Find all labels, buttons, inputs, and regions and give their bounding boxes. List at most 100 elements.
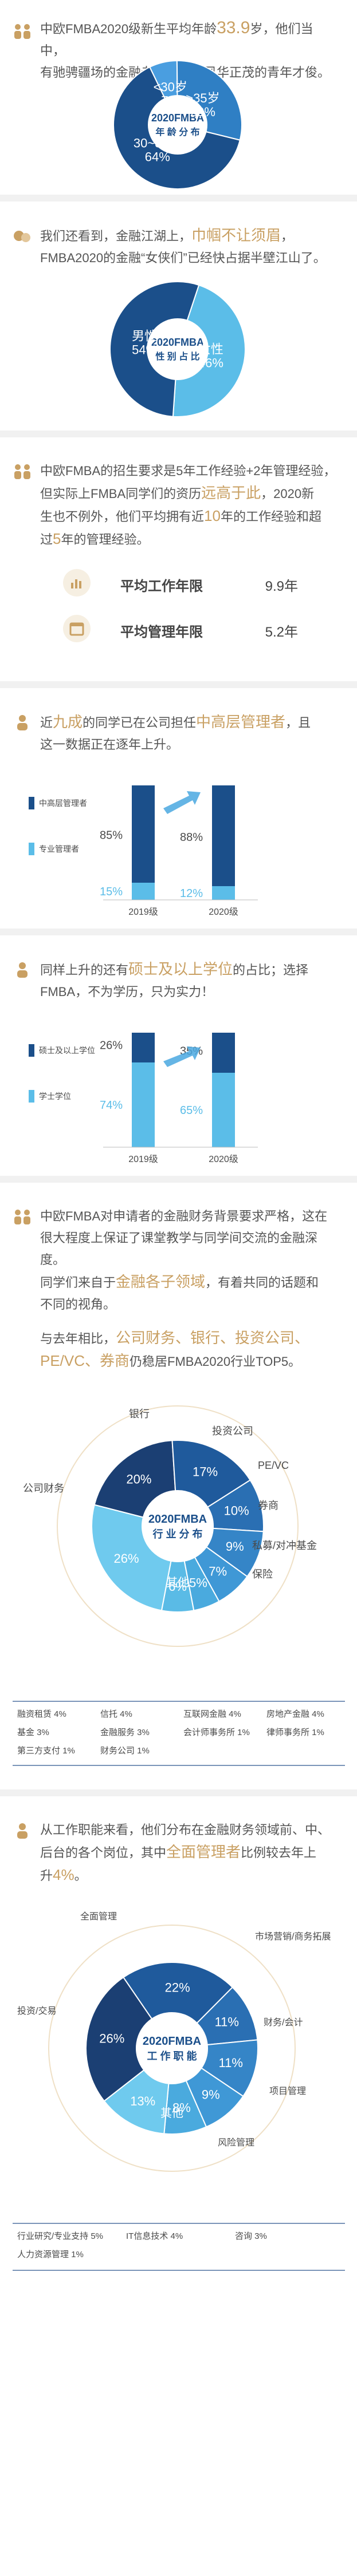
industry-section: 中欧FMBA对申请者的金融财务背景要求严格，这在 很大程度上保证了课堂教学与同学… xyxy=(0,1183,357,1789)
slice-value: 6% xyxy=(168,1579,187,1594)
slice-value: 64% xyxy=(145,150,170,164)
gender-section: 我们还看到，金融江湖上，巾帼不让须眉， FMBA2020的金融“女侠们”已经快占… xyxy=(0,202,357,430)
bar-value: 88% xyxy=(180,831,203,844)
table-cell: 会计师事务所 1% xyxy=(183,1728,250,1737)
x-tick-label: 2019级 xyxy=(128,1154,158,1164)
slice-value: 17% xyxy=(193,1465,218,1479)
industry-intro: 中欧FMBA对申请者的金融财务背景要求严格，这在 很大程度上保证了课堂教学与同学… xyxy=(40,1209,328,1369)
function-other-table: 行业研究/专业支持 5% IT信息技术 4% 咨询 3% 人力资源管理 1% xyxy=(13,2223,345,2271)
bar-value: 85% xyxy=(100,829,123,842)
management-section: 近九成的同学已在公司担任中高层管理者，且 这一数据正在逐年上升。 中高层管理者专… xyxy=(0,688,357,929)
slice-value: 20% xyxy=(126,1472,151,1486)
bar-value: 15% xyxy=(100,886,123,898)
divider xyxy=(0,430,357,437)
legend-label: 专业管理者 xyxy=(39,844,79,854)
bar-value: 26% xyxy=(100,1040,123,1052)
table-cell: 人力资源管理 1% xyxy=(17,2250,84,2259)
slice-label: 男性 xyxy=(132,329,157,343)
divider xyxy=(0,681,357,688)
table-cell: 财务公司 1% xyxy=(100,1746,150,1756)
category-label: PE/VC xyxy=(258,1460,289,1471)
bar-segment xyxy=(132,1033,155,1062)
slice-value: 10% xyxy=(224,1504,249,1518)
category-label: 财务/会计 xyxy=(264,2017,303,2028)
category-label: 其他 xyxy=(166,1576,189,1589)
bar-segment xyxy=(212,1033,235,1073)
function-donut-chart: 2020FMBA 工 作 职 能 22% 11% 11% 9% 8% 13% 26% 全面管理… xyxy=(17,1911,331,2172)
legend-swatch xyxy=(29,1090,34,1103)
table-cell: 互联网金融 4% xyxy=(183,1709,241,1719)
bar-segment xyxy=(132,785,155,883)
slice-value: 8% xyxy=(172,2101,191,2115)
stat-work-years: 平均工作年限 9.9年 xyxy=(63,569,321,596)
table-cell: 房地产金融 4% xyxy=(266,1709,324,1719)
slice-value: 7% xyxy=(161,93,179,108)
slice-label: 女性 xyxy=(198,342,223,356)
people-icon xyxy=(14,1210,30,1224)
table-cell: 咨询 3% xyxy=(235,2231,267,2241)
person-icon xyxy=(17,1823,28,1839)
stat-value: 9.9年 xyxy=(265,579,298,594)
slice-value: 26% xyxy=(114,1551,139,1566)
legend-label: 中高层管理者 xyxy=(39,799,87,808)
slice-value: 13% xyxy=(130,2094,155,2108)
table-cell: 第三方支付 1% xyxy=(17,1746,75,1756)
slice-label: <30岁 xyxy=(154,80,187,94)
legend-swatch xyxy=(29,797,34,809)
experience-section: 中欧FMBA的招生要求是5年工作经验+2年管理经验， 但实际上FMBA同学们的资… xyxy=(0,437,357,689)
x-tick-label: 2020级 xyxy=(209,1154,238,1164)
slice-value: 54% xyxy=(132,343,157,357)
calendar-icon xyxy=(63,615,91,642)
slice-value: 46% xyxy=(198,355,223,370)
slice-value: 9% xyxy=(226,1539,244,1554)
degree-intro: 同样上升的还有硕士及以上学位的占比；选择 FMBA，不为学历，只为实力！ xyxy=(40,961,309,999)
slice-value: 26% xyxy=(99,2032,124,2046)
bar-segment xyxy=(212,886,235,900)
x-tick-label: 2019级 xyxy=(128,907,158,917)
bar-segment xyxy=(212,1073,235,1147)
category-label: 其他 xyxy=(160,2107,183,2120)
person-icon xyxy=(17,715,28,730)
people-icon xyxy=(14,464,30,479)
function-intro: 从工作职能来看，他们分布在金融财务领域前、中、 后台的各个岗位，其中全面管理者比… xyxy=(40,1823,331,1883)
slice-value: 22% xyxy=(165,1980,190,1994)
divider xyxy=(0,1789,357,1796)
category-label: 市场营销/商务拓展 xyxy=(255,1931,331,1942)
divider xyxy=(0,195,357,202)
table-cell: 信托 4% xyxy=(100,1709,132,1719)
table-cell: 基金 3% xyxy=(17,1728,49,1737)
slice-label: 30~35岁 xyxy=(134,136,182,151)
bar-value: 12% xyxy=(180,887,203,900)
gender-center-title: 2020FMBA xyxy=(151,337,204,348)
trend-arrow-icon xyxy=(163,791,201,814)
slice-label: >35岁 xyxy=(186,91,219,105)
industry-other-table: 融资租赁 4% 信托 4% 互联网金融 4% 房地产金融 4% 基金 3% 金融服务 3%… xyxy=(13,1701,345,1766)
category-label: 私募/对冲基金 xyxy=(252,1540,317,1551)
age-section: 中欧FMBA2020级新生平均年龄33.9岁，他们当中， 有驰骋疆场的金融老兵，… xyxy=(0,0,357,200)
category-label: 公司财务 xyxy=(23,1483,64,1494)
legend-label: 硕士及以上学位 xyxy=(39,1046,95,1055)
bar-value: 65% xyxy=(180,1104,203,1117)
legend-swatch xyxy=(29,843,34,855)
slice-value: 7% xyxy=(209,1564,227,1578)
age-center-sub: 年 龄 分 布 xyxy=(155,127,199,137)
category-label: 投资公司 xyxy=(212,1425,253,1437)
function-center-title: 2020FMBA xyxy=(143,2035,201,2048)
function-center-sub: 工 作 职 能 xyxy=(147,2050,197,2062)
stat-value: 5.2年 xyxy=(265,625,298,640)
stat-label: 平均工作年限 xyxy=(120,579,203,594)
stat-label: 平均管理年限 xyxy=(120,625,203,640)
legend-swatch xyxy=(29,1044,34,1057)
experience-intro: 中欧FMBA的招生要求是5年工作经验+2年管理经验， 但实际上FMBA同学们的资… xyxy=(40,464,336,547)
industry-center-sub: 行 业 分 布 xyxy=(152,1528,202,1540)
x-tick-label: 2020级 xyxy=(209,907,238,917)
trend-arrow-icon xyxy=(163,1046,201,1067)
bar-segment xyxy=(132,1062,155,1147)
category-label: 全面管理 xyxy=(80,1911,117,1922)
people-icon xyxy=(14,24,30,39)
gender-center-sub: 性 别 占 比 xyxy=(155,351,199,362)
category-label: 银行 xyxy=(129,1408,150,1420)
